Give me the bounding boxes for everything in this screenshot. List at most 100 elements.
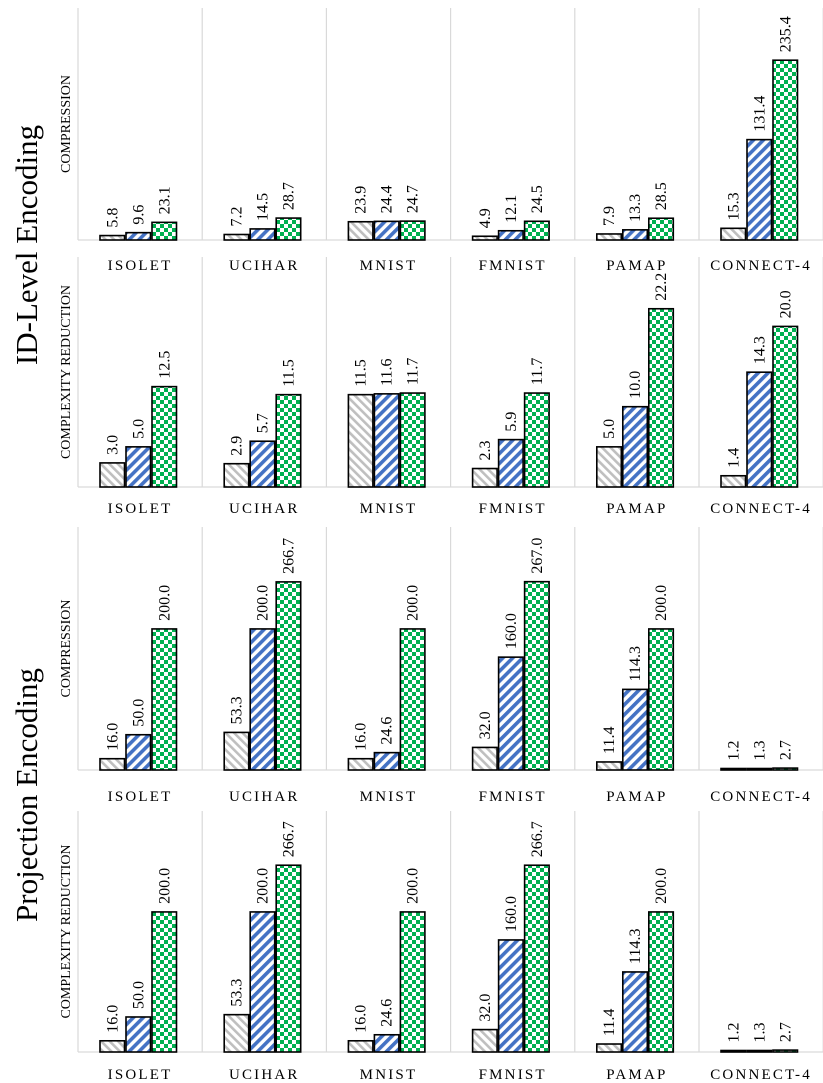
bar-variant-b-pamap xyxy=(621,405,649,488)
data-label: 266.7 xyxy=(280,821,297,857)
bar-variant-b-ucihar xyxy=(249,911,276,1053)
bar-variant-b-connect-4 xyxy=(746,767,773,771)
bar-variant-b-isolet xyxy=(125,446,152,488)
data-label: 2.7 xyxy=(777,740,794,760)
bar-variant-b-fmnist xyxy=(497,229,524,241)
bar-variant-c-ucihar xyxy=(275,217,302,241)
category-label: ISOLET xyxy=(108,258,173,274)
category-label: CONNECT-4 xyxy=(710,789,812,805)
bar-variant-b-ucihar xyxy=(249,228,276,241)
category-label: ISOLET xyxy=(108,1067,173,1083)
bar-baseline-mnist xyxy=(347,757,374,771)
bar-variant-c-fmnist xyxy=(523,864,550,1053)
bar-variant-b-mnist xyxy=(373,393,400,488)
category-label: PAMAP xyxy=(606,789,667,805)
bar-variant-c-isolet xyxy=(151,385,178,488)
category-label: PAMAP xyxy=(606,258,667,274)
bar-baseline-pamap xyxy=(595,233,623,241)
data-label: 3.0 xyxy=(104,435,121,455)
category-label: UCIHAR xyxy=(229,789,300,805)
group-title-id-level: ID-Level Encoding xyxy=(9,125,44,365)
data-label: 32.0 xyxy=(477,994,494,1022)
bar-baseline-pamap xyxy=(595,761,623,771)
y-axis-label: COMPRESSION xyxy=(59,599,74,697)
data-label: 7.9 xyxy=(601,206,618,226)
bar-variant-b-pamap xyxy=(621,971,649,1053)
y-axis-label: COMPLEXITY REDUCTION xyxy=(59,844,74,1018)
category-label: PAMAP xyxy=(606,501,667,517)
bar-variant-c-connect-4 xyxy=(772,1049,799,1053)
data-label: 200.0 xyxy=(405,585,422,621)
bar-baseline-connect-4 xyxy=(720,227,747,241)
data-label: 24.6 xyxy=(379,717,396,745)
group-title-projection: Projection Encoding xyxy=(9,668,44,922)
bar-variant-b-connect-4 xyxy=(746,371,773,488)
bar-baseline-isolet xyxy=(99,234,126,241)
chart-panels: COMPRESSION 5.8 9.6 23.1 ISOLET 7.2 14.5 28.7 UC… xyxy=(59,8,823,1083)
category-label: CONNECT-4 xyxy=(710,501,812,517)
bar-variant-c-mnist xyxy=(399,220,426,241)
category-label: MNIST xyxy=(360,789,418,805)
data-label: 53.3 xyxy=(228,696,245,724)
category-label: FMNIST xyxy=(479,258,547,274)
data-label: 28.7 xyxy=(280,182,297,210)
category-label: CONNECT-4 xyxy=(710,258,812,274)
data-label: 11.4 xyxy=(601,1009,618,1036)
bar-variant-b-pamap xyxy=(621,688,649,771)
bar-variant-c-fmnist xyxy=(523,392,550,488)
data-label: 16.0 xyxy=(104,1005,121,1033)
data-label: 24.7 xyxy=(405,185,422,213)
data-label: 2.9 xyxy=(228,436,245,456)
data-label: 24.5 xyxy=(529,185,546,213)
data-label: 11.7 xyxy=(405,358,422,385)
bar-variant-b-mnist xyxy=(373,220,400,241)
bar-baseline-mnist xyxy=(347,220,374,241)
bar-variant-b-ucihar xyxy=(249,440,276,488)
data-label: 114.3 xyxy=(627,646,644,681)
data-label: 1.3 xyxy=(751,1023,768,1043)
bar-variant-b-ucihar xyxy=(249,628,276,771)
data-label: 1.3 xyxy=(751,741,768,761)
bar-variant-b-isolet xyxy=(125,231,152,241)
bar-variant-c-mnist xyxy=(399,628,426,771)
data-label: 7.2 xyxy=(228,207,245,227)
data-label: 12.1 xyxy=(503,195,520,223)
bar-variant-b-fmnist xyxy=(497,939,524,1053)
bar-variant-c-ucihar xyxy=(275,393,302,488)
y-axis-label: COMPRESSION xyxy=(59,75,74,173)
data-label: 11.5 xyxy=(280,359,297,386)
data-label: 53.3 xyxy=(228,979,245,1007)
bar-baseline-ucihar xyxy=(223,1013,250,1053)
bar-baseline-ucihar xyxy=(223,233,250,241)
data-label: 5.8 xyxy=(104,208,121,228)
data-label: 10.0 xyxy=(627,371,644,399)
data-label: 200.0 xyxy=(653,585,670,621)
bar-baseline-mnist xyxy=(347,1039,374,1053)
data-label: 5.0 xyxy=(130,419,147,439)
bar-variant-b-connect-4 xyxy=(746,138,773,241)
data-label: 131.4 xyxy=(751,96,768,132)
bar-baseline-fmnist xyxy=(471,235,498,241)
data-label: 24.6 xyxy=(379,999,396,1027)
data-label: 200.0 xyxy=(653,868,670,904)
bar-baseline-ucihar xyxy=(223,731,250,771)
data-label: 1.2 xyxy=(725,741,742,761)
y-axis-label: COMPLEXITY REDUCTION xyxy=(59,285,74,459)
data-label: 114.3 xyxy=(627,929,644,964)
bar-baseline-isolet xyxy=(99,462,126,488)
bar-baseline-fmnist xyxy=(471,746,498,771)
bar-baseline-connect-4 xyxy=(720,767,747,771)
bar-variant-c-connect-4 xyxy=(772,767,799,771)
bar-baseline-fmnist xyxy=(471,467,498,488)
category-label: MNIST xyxy=(360,501,418,517)
bar-variant-b-pamap xyxy=(621,229,649,241)
bar-variant-b-mnist xyxy=(373,1033,400,1053)
data-label: 200.0 xyxy=(156,868,173,904)
data-label: 16.0 xyxy=(353,1005,370,1033)
bar-variant-c-mnist xyxy=(399,392,426,488)
category-label: UCIHAR xyxy=(229,1067,300,1083)
bar-variant-c-ucihar xyxy=(275,864,302,1053)
data-label: 1.2 xyxy=(725,1023,742,1043)
panel-2: COMPLEXITY REDUCTION 3.0 5.0 12.5 ISOLET 2.9 5… xyxy=(59,257,823,517)
